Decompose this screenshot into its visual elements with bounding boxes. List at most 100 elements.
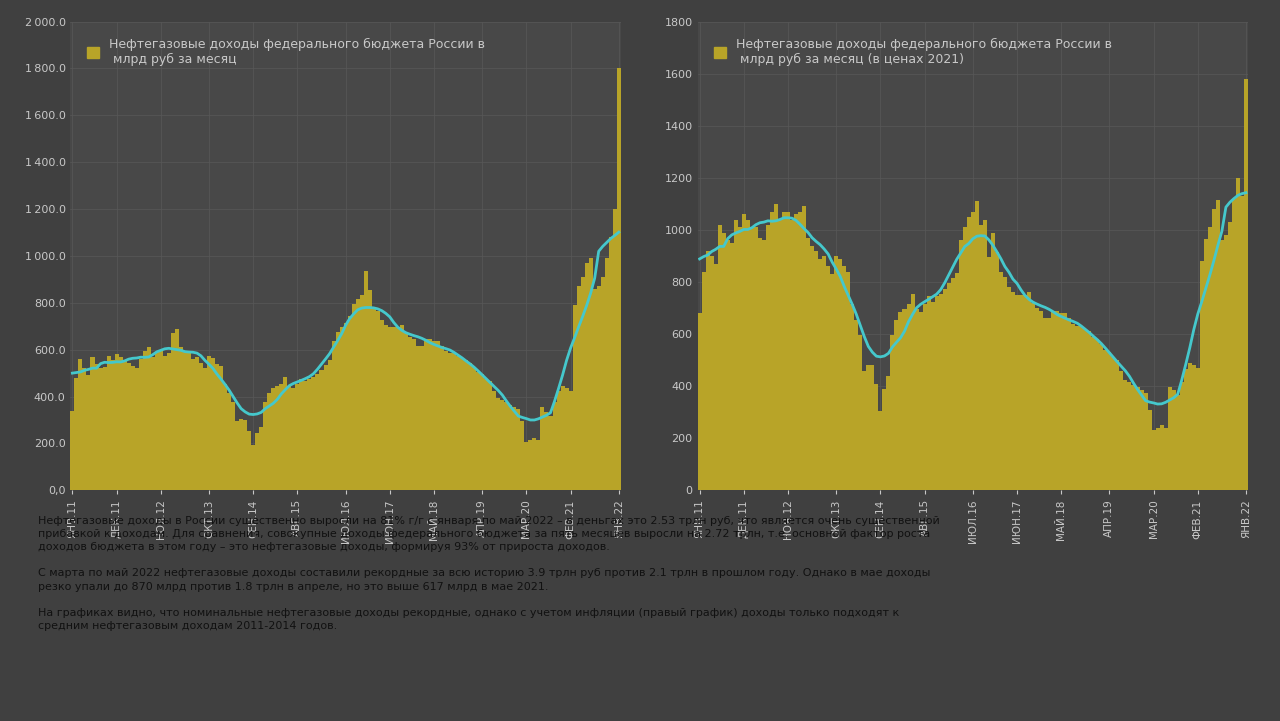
Bar bbox=[842, 266, 846, 490]
Bar bbox=[166, 353, 170, 490]
Bar bbox=[617, 68, 621, 490]
Bar bbox=[155, 352, 159, 490]
Bar bbox=[1188, 363, 1192, 490]
Bar bbox=[134, 368, 138, 490]
Bar bbox=[970, 212, 975, 490]
Bar bbox=[1124, 380, 1128, 490]
Bar bbox=[794, 214, 797, 490]
Bar bbox=[335, 332, 339, 490]
Bar bbox=[870, 366, 874, 490]
Bar bbox=[887, 376, 891, 490]
Bar bbox=[320, 370, 324, 490]
Bar bbox=[296, 384, 300, 490]
Bar bbox=[1019, 295, 1023, 490]
Bar bbox=[714, 264, 718, 490]
Bar bbox=[835, 256, 838, 490]
Bar bbox=[742, 214, 746, 490]
Bar bbox=[966, 217, 970, 490]
Bar bbox=[396, 327, 399, 490]
Bar bbox=[859, 335, 863, 490]
Bar bbox=[709, 256, 714, 490]
Bar bbox=[1043, 319, 1047, 490]
Bar bbox=[902, 309, 906, 490]
Bar bbox=[846, 272, 850, 490]
Bar bbox=[512, 407, 516, 490]
Bar bbox=[822, 256, 826, 490]
Bar bbox=[175, 329, 179, 490]
Bar bbox=[938, 293, 942, 490]
Text: Нефтегазовые доходы в России существенно выросли на 81% г/г с января по май 2022: Нефтегазовые доходы в России существенно… bbox=[38, 516, 940, 631]
Bar bbox=[931, 301, 934, 490]
Bar bbox=[1139, 390, 1143, 490]
Bar bbox=[934, 296, 938, 490]
Bar bbox=[300, 379, 303, 490]
Bar bbox=[733, 219, 737, 490]
Bar bbox=[465, 360, 468, 490]
Bar bbox=[1075, 326, 1079, 490]
Bar bbox=[718, 225, 722, 490]
Bar bbox=[806, 238, 810, 490]
Bar bbox=[339, 327, 343, 490]
Bar bbox=[561, 386, 564, 490]
Bar bbox=[123, 361, 127, 490]
Bar bbox=[147, 348, 151, 490]
Bar bbox=[493, 391, 497, 490]
Bar bbox=[1092, 337, 1096, 490]
Bar bbox=[119, 357, 123, 490]
Bar bbox=[187, 353, 191, 490]
Bar bbox=[1224, 235, 1228, 490]
Bar bbox=[151, 357, 155, 490]
Bar bbox=[867, 366, 870, 490]
Bar bbox=[376, 311, 380, 490]
Bar bbox=[74, 378, 78, 490]
Bar bbox=[352, 304, 356, 490]
Bar bbox=[307, 379, 311, 490]
Bar bbox=[891, 335, 895, 490]
Bar bbox=[581, 277, 585, 490]
Bar bbox=[609, 237, 613, 490]
Bar bbox=[87, 376, 91, 490]
Bar bbox=[797, 212, 803, 490]
Bar bbox=[850, 304, 854, 490]
Bar bbox=[568, 391, 572, 490]
Bar bbox=[436, 342, 440, 490]
Bar bbox=[476, 372, 480, 490]
Bar bbox=[774, 204, 778, 490]
Bar bbox=[219, 366, 223, 490]
Bar bbox=[754, 227, 758, 490]
Bar bbox=[452, 353, 456, 490]
Bar bbox=[778, 219, 782, 490]
Bar bbox=[480, 374, 484, 490]
Bar bbox=[260, 427, 264, 490]
Bar bbox=[951, 278, 955, 490]
Bar bbox=[268, 393, 271, 490]
Bar bbox=[91, 357, 95, 490]
Bar bbox=[484, 379, 488, 490]
Bar bbox=[942, 288, 947, 490]
Bar bbox=[264, 402, 268, 490]
Bar bbox=[1120, 371, 1124, 490]
Bar bbox=[1212, 209, 1216, 490]
Bar bbox=[1027, 293, 1032, 490]
Bar bbox=[895, 319, 899, 490]
Bar bbox=[874, 384, 878, 490]
Bar bbox=[431, 342, 436, 490]
Bar bbox=[179, 348, 183, 490]
Bar bbox=[356, 299, 360, 490]
Bar bbox=[1203, 239, 1208, 490]
Bar bbox=[532, 438, 536, 490]
Bar bbox=[750, 227, 754, 490]
Bar bbox=[782, 212, 786, 490]
Bar bbox=[991, 232, 995, 490]
Bar bbox=[914, 309, 919, 490]
Bar bbox=[540, 407, 544, 490]
Bar bbox=[227, 393, 232, 490]
Bar bbox=[585, 263, 589, 490]
Bar bbox=[239, 419, 243, 490]
Bar bbox=[207, 355, 211, 490]
Bar bbox=[963, 227, 966, 490]
Bar bbox=[831, 274, 835, 490]
Bar bbox=[1039, 311, 1043, 490]
Bar bbox=[311, 376, 315, 490]
Legend: Нефтегазовые доходы федерального бюджета России в
 млрд руб за месяц: Нефтегазовые доходы федерального бюджета… bbox=[77, 28, 495, 76]
